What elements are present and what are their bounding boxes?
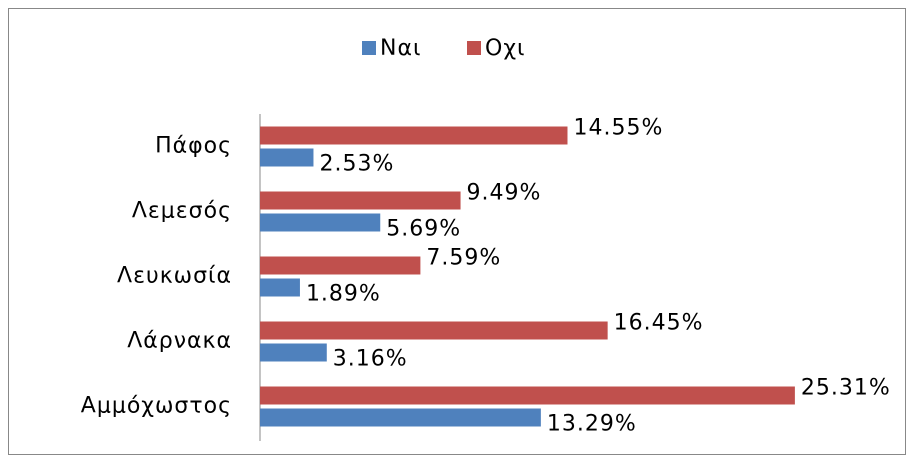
bar — [260, 343, 327, 362]
bar — [260, 408, 541, 427]
legend-swatch — [362, 41, 376, 55]
y-tick-label: Λεμεσός — [132, 199, 232, 224]
bar — [260, 321, 608, 340]
data-label: 2.53% — [319, 152, 394, 177]
legend-swatch — [467, 41, 481, 55]
data-label: 16.45% — [614, 311, 704, 336]
data-label: 13.29% — [547, 412, 637, 437]
y-tick-label: Αμμόχωστος — [81, 394, 232, 419]
y-tick-label: Λάρνακα — [127, 329, 232, 354]
legend-label: Ναι — [380, 36, 421, 61]
bar — [260, 278, 300, 297]
data-label: 5.69% — [386, 217, 461, 242]
y-tick-label: Πάφος — [155, 134, 232, 159]
data-label: 9.49% — [467, 181, 542, 206]
data-label: 3.16% — [333, 347, 408, 372]
legend-label: Οχι — [485, 36, 525, 61]
chart-frame — [8, 8, 906, 455]
bar — [260, 386, 795, 405]
data-label: 1.89% — [306, 282, 381, 307]
data-label: 25.31% — [801, 376, 891, 401]
data-label: 7.59% — [426, 246, 501, 271]
bar — [260, 256, 421, 275]
bar — [260, 191, 461, 210]
y-tick-label: Λευκωσία — [117, 264, 232, 289]
bar — [260, 148, 314, 167]
bar — [260, 126, 568, 145]
data-label: 14.55% — [573, 116, 663, 141]
bar — [260, 213, 381, 232]
